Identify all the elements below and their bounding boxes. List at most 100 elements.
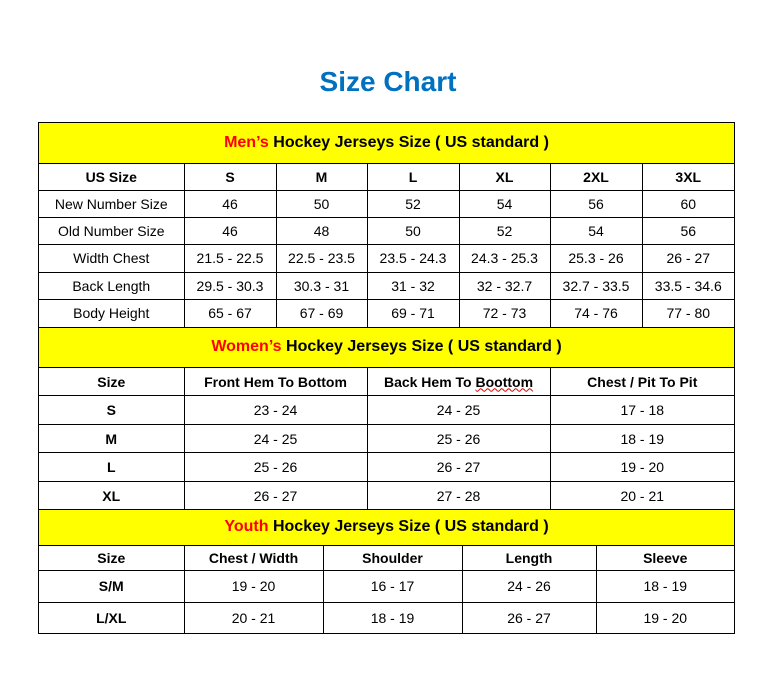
- table-cell: Old Number Size: [39, 216, 185, 245]
- table-cell: Width Chest: [39, 243, 185, 273]
- table-cell: 25.3 - 26: [549, 243, 643, 273]
- table-row: Back Length 29.5 - 30.3 30.3 - 31 31 - 32 32…: [39, 271, 735, 300]
- column-header: Length: [461, 544, 597, 571]
- table-row: L 25 - 26 26 - 27 19 - 20: [39, 452, 735, 482]
- table-cell: 27 - 28: [366, 481, 551, 510]
- table-cell: 54: [549, 216, 643, 245]
- heading-text: Hockey Jerseys Size ( US standard ): [281, 338, 562, 356]
- table-cell: 26 - 27: [366, 452, 551, 482]
- table-cell: 26 - 27: [641, 243, 735, 273]
- table-cell: 24 - 26: [461, 569, 597, 603]
- mens-section-heading: Men’s Hockey Jerseys Size ( US standard …: [39, 123, 735, 164]
- table-cell: 50: [366, 216, 460, 245]
- table-row: L/XL 20 - 21 18 - 19 26 - 27 19 - 20: [39, 601, 735, 634]
- column-header: L: [366, 162, 460, 191]
- table-cell: 56: [641, 216, 735, 245]
- page-title: Size Chart: [319, 66, 457, 97]
- column-header: Size: [39, 367, 185, 396]
- table-cell: 24 - 25: [183, 424, 368, 453]
- table-cell: 22.5 - 23.5: [275, 243, 368, 273]
- table-cell: 67 - 69: [275, 298, 368, 328]
- womens-section-heading: Women’s Hockey Jerseys Size ( US standar…: [39, 327, 735, 368]
- size-chart: Men’s Hockey Jerseys Size ( US standard …: [38, 122, 735, 634]
- table-cell: 19 - 20: [595, 601, 735, 634]
- table-row: New Number Size 46 50 52 54 56 60: [39, 189, 735, 218]
- table-cell: 24.3 - 25.3: [458, 243, 551, 273]
- table-cell: 30.3 - 31: [275, 271, 368, 300]
- column-header: 3XL: [641, 162, 735, 191]
- column-header: Shoulder: [322, 544, 463, 571]
- table-cell: 72 - 73: [458, 298, 551, 328]
- table-cell: 48: [275, 216, 368, 245]
- table-cell: 20 - 21: [549, 481, 735, 510]
- table-row: Old Number Size 46 48 50 52 54 56: [39, 216, 735, 245]
- table-cell: 46: [183, 189, 277, 218]
- table-cell: 26 - 27: [461, 601, 597, 634]
- table-cell: 24 - 25: [366, 395, 551, 425]
- column-header: Back Hem To Boottom: [366, 367, 551, 396]
- table-cell: S: [39, 395, 185, 425]
- column-header: Chest / Width: [183, 544, 324, 571]
- table-cell: Back Length: [39, 271, 185, 300]
- mens-table: Men’s Hockey Jerseys Size ( US standard …: [39, 123, 735, 328]
- table-cell: XL: [39, 481, 185, 510]
- table-cell: 32 - 32.7: [458, 271, 551, 300]
- table-row: XL 26 - 27 27 - 28 20 - 21: [39, 481, 735, 510]
- table-cell: 19 - 20: [183, 569, 324, 603]
- table-cell: 31 - 32: [366, 271, 460, 300]
- table-cell: 23.5 - 24.3: [366, 243, 460, 273]
- table-cell: S/M: [39, 569, 185, 603]
- table-cell: 52: [366, 189, 460, 218]
- column-header: Front Hem To Bottom: [183, 367, 368, 396]
- table-cell: 50: [275, 189, 368, 218]
- table-cell: 20 - 21: [183, 601, 324, 634]
- table-cell: M: [39, 424, 185, 453]
- table-row: Body Height 65 - 67 67 - 69 69 - 71 72 - 73 7…: [39, 298, 735, 328]
- table-row: S 23 - 24 24 - 25 17 - 18: [39, 395, 735, 425]
- table-cell: 56: [549, 189, 643, 218]
- table-cell: 77 - 80: [641, 298, 735, 328]
- table-cell: 25 - 26: [366, 424, 551, 453]
- table-cell: 23 - 24: [183, 395, 368, 425]
- column-header: Sleeve: [595, 544, 735, 571]
- table-cell: L: [39, 452, 185, 482]
- column-header: Chest / Pit To Pit: [549, 367, 735, 396]
- table-cell: 32.7 - 33.5: [549, 271, 643, 300]
- table-cell: 74 - 76: [549, 298, 643, 328]
- heading-text: Hockey Jerseys Size ( US standard ): [268, 133, 549, 151]
- table-cell: 54: [458, 189, 551, 218]
- youth-table: Youth Hockey Jerseys Size ( US standard …: [39, 510, 735, 634]
- column-header: S: [183, 162, 277, 191]
- table-cell: 16 - 17: [322, 569, 463, 603]
- youth-section-heading: Youth Hockey Jerseys Size ( US standard …: [39, 510, 735, 546]
- column-header: US Size: [39, 162, 185, 191]
- column-header: M: [275, 162, 368, 191]
- column-header: XL: [458, 162, 551, 191]
- header-text: Back Hem To: [383, 373, 476, 390]
- womens-table: Women’s Hockey Jerseys Size ( US standar…: [39, 327, 735, 510]
- table-cell: 21.5 - 22.5: [183, 243, 277, 273]
- table-cell: 52: [458, 216, 551, 245]
- heading-highlight: Youth: [224, 518, 269, 536]
- table-row: Width Chest 21.5 - 22.5 22.5 - 23.5 23.5 - …: [39, 243, 735, 273]
- table-row: M 24 - 25 25 - 26 18 - 19: [39, 424, 735, 453]
- table-cell: 19 - 20: [549, 452, 735, 482]
- table-cell: New Number Size: [39, 189, 185, 218]
- table-cell: L/XL: [39, 601, 185, 634]
- column-header: Size: [39, 544, 185, 571]
- table-cell: 29.5 - 30.3: [183, 271, 277, 300]
- table-cell: 60: [641, 189, 735, 218]
- heading-text: Hockey Jerseys Size ( US standard ): [268, 518, 549, 536]
- heading-highlight: Men’s: [224, 133, 269, 151]
- table-cell: 17 - 18: [549, 395, 735, 425]
- column-header: 2XL: [549, 162, 643, 191]
- table-cell: 18 - 19: [549, 424, 735, 453]
- misspelled-word: Boottom: [475, 373, 534, 390]
- table-cell: 46: [183, 216, 277, 245]
- table-cell: 18 - 19: [322, 601, 463, 634]
- table-row: S/M 19 - 20 16 - 17 24 - 26 18 - 19: [39, 569, 735, 603]
- table-cell: Body Height: [39, 298, 185, 328]
- table-cell: 65 - 67: [183, 298, 277, 328]
- table-cell: 33.5 - 34.6: [641, 271, 735, 300]
- table-cell: 69 - 71: [366, 298, 460, 328]
